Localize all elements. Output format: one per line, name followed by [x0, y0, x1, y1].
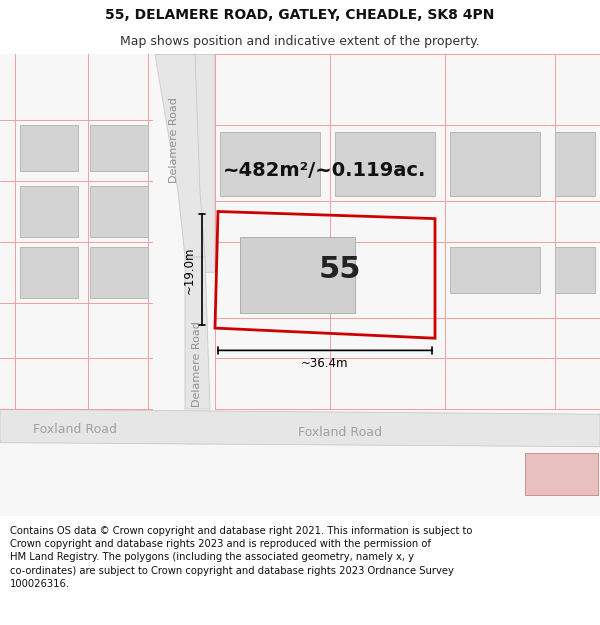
- Polygon shape: [155, 54, 205, 257]
- Polygon shape: [185, 257, 210, 409]
- Polygon shape: [155, 54, 215, 272]
- Polygon shape: [20, 186, 78, 237]
- Text: 55: 55: [319, 255, 361, 284]
- Polygon shape: [0, 409, 600, 447]
- Text: ~36.4m: ~36.4m: [301, 357, 349, 370]
- Polygon shape: [90, 186, 148, 237]
- Polygon shape: [20, 247, 78, 298]
- Polygon shape: [450, 247, 540, 292]
- Polygon shape: [0, 54, 600, 516]
- Text: ~482m²/~0.119ac.: ~482m²/~0.119ac.: [223, 161, 427, 181]
- Text: Delamere Road: Delamere Road: [169, 98, 179, 184]
- Polygon shape: [185, 409, 210, 444]
- Polygon shape: [450, 132, 540, 196]
- Polygon shape: [240, 237, 355, 313]
- Polygon shape: [555, 247, 595, 292]
- Text: Foxland Road: Foxland Road: [33, 423, 117, 436]
- Polygon shape: [90, 126, 148, 171]
- Text: Map shows position and indicative extent of the property.: Map shows position and indicative extent…: [120, 35, 480, 48]
- Text: Foxland Road: Foxland Road: [298, 426, 382, 439]
- Polygon shape: [525, 452, 598, 496]
- Text: Delamere Road: Delamere Road: [192, 321, 202, 406]
- Text: 55, DELAMERE ROAD, GATLEY, CHEADLE, SK8 4PN: 55, DELAMERE ROAD, GATLEY, CHEADLE, SK8 …: [106, 8, 494, 22]
- Polygon shape: [555, 132, 595, 196]
- Polygon shape: [335, 132, 435, 196]
- Text: Contains OS data © Crown copyright and database right 2021. This information is : Contains OS data © Crown copyright and d…: [10, 526, 473, 589]
- Text: ~19.0m: ~19.0m: [182, 246, 196, 294]
- Polygon shape: [90, 247, 148, 298]
- Polygon shape: [20, 126, 78, 171]
- Polygon shape: [220, 132, 320, 196]
